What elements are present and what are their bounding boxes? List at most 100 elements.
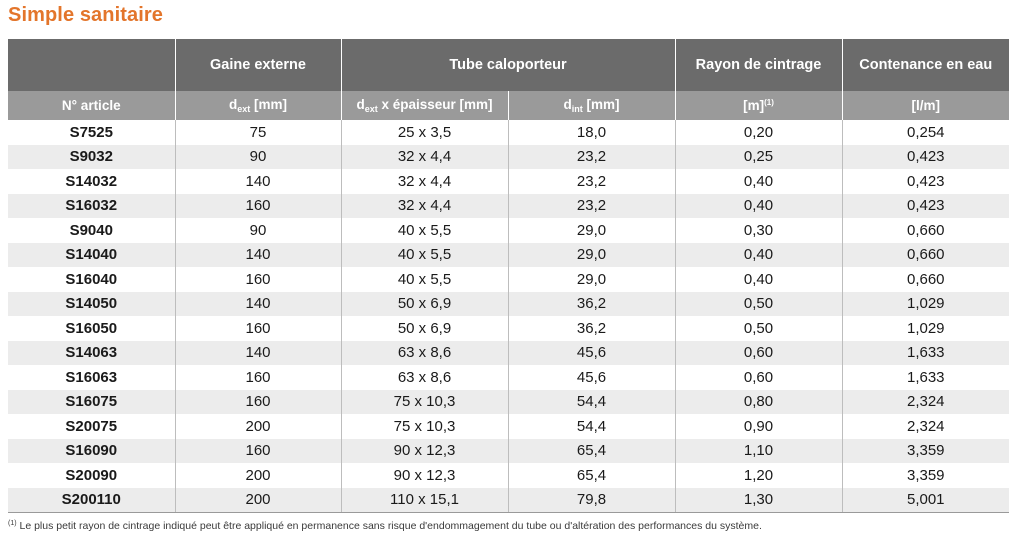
cell-tube-dimensions: 63 x 8,6 — [341, 365, 509, 390]
cell-contenance: 3,359 — [842, 463, 1010, 488]
table-row: S9040 90 40 x 5,5 29,0 0,30 0,660 — [8, 218, 1010, 243]
cell-rayon: 0,60 — [675, 340, 843, 365]
cell-tube-dint: 29,0 — [508, 218, 676, 243]
cell-rayon: 0,40 — [675, 169, 843, 194]
cell-tube-dimensions: 63 x 8,6 — [341, 340, 509, 365]
table-row: S16050 160 50 x 6,9 36,2 0,50 1,029 — [8, 316, 1010, 341]
cell-tube-dimensions: 25 x 3,5 — [341, 120, 509, 145]
footnote-text: Le plus petit rayon de cintrage indiqué … — [16, 520, 762, 532]
cell-article: S7525 — [8, 120, 176, 145]
cell-article: S16090 — [8, 438, 176, 463]
cell-tube-dint: 36,2 — [508, 291, 676, 316]
table-row: S16075 160 75 x 10,3 54,4 0,80 2,324 — [8, 389, 1010, 414]
cell-tube-dint: 54,4 — [508, 389, 676, 414]
cell-tube-dint: 65,4 — [508, 463, 676, 488]
col-gaine-dext: dext [mm] — [175, 91, 342, 120]
cell-tube-dimensions: 90 x 12,3 — [341, 463, 509, 488]
cell-gaine-dext: 160 — [175, 267, 342, 292]
header-group-row: Gaine externe Tube caloporteur Rayon de … — [8, 39, 1010, 91]
cell-article: S14032 — [8, 169, 176, 194]
cell-contenance: 0,660 — [842, 218, 1010, 243]
cell-contenance: 3,359 — [842, 438, 1010, 463]
table-row: S9032 90 32 x 4,4 23,2 0,25 0,423 — [8, 144, 1010, 169]
cell-rayon: 0,20 — [675, 120, 843, 145]
cell-gaine-dext: 200 — [175, 463, 342, 488]
header-column-row: N° article dext [mm] dext x épaisseur [m… — [8, 91, 1010, 120]
cell-tube-dint: 23,2 — [508, 144, 676, 169]
cell-article: S16075 — [8, 389, 176, 414]
header-rayon-cintrage: Rayon de cintrage — [675, 39, 843, 91]
spec-table: Gaine externe Tube caloporteur Rayon de … — [8, 39, 1010, 513]
cell-gaine-dext: 140 — [175, 242, 342, 267]
header-contenance-eau: Contenance en eau — [842, 39, 1010, 91]
cell-gaine-dext: 160 — [175, 316, 342, 341]
cell-tube-dimensions: 40 x 5,5 — [341, 267, 509, 292]
header-tube-caloporteur: Tube caloporteur — [341, 39, 676, 91]
cell-rayon: 0,40 — [675, 193, 843, 218]
cell-tube-dint: 18,0 — [508, 120, 676, 145]
col-tube-dint: dint [mm] — [508, 91, 676, 120]
cell-tube-dint: 54,4 — [508, 414, 676, 439]
cell-rayon: 0,50 — [675, 291, 843, 316]
cell-rayon: 0,50 — [675, 316, 843, 341]
header-gaine-externe: Gaine externe — [175, 39, 342, 91]
cell-tube-dint: 65,4 — [508, 438, 676, 463]
cell-gaine-dext: 160 — [175, 389, 342, 414]
cell-article: S200110 — [8, 487, 176, 513]
cell-gaine-dext: 140 — [175, 291, 342, 316]
cell-contenance: 2,324 — [842, 389, 1010, 414]
cell-tube-dint: 29,0 — [508, 267, 676, 292]
cell-tube-dint: 23,2 — [508, 169, 676, 194]
cell-rayon: 0,30 — [675, 218, 843, 243]
col-article: N° article — [8, 91, 176, 120]
cell-tube-dint: 23,2 — [508, 193, 676, 218]
page-title: Simple sanitaire — [8, 4, 163, 26]
footnote-mark: (1) — [8, 520, 17, 527]
cell-contenance: 5,001 — [842, 487, 1010, 513]
cell-tube-dimensions: 50 x 6,9 — [341, 291, 509, 316]
table-row: S16090 160 90 x 12,3 65,4 1,10 3,359 — [8, 438, 1010, 463]
cell-tube-dint: 79,8 — [508, 487, 676, 513]
cell-rayon: 1,10 — [675, 438, 843, 463]
cell-contenance: 0,423 — [842, 193, 1010, 218]
cell-contenance: 0,660 — [842, 267, 1010, 292]
cell-rayon: 0,25 — [675, 144, 843, 169]
cell-contenance: 0,254 — [842, 120, 1010, 145]
cell-contenance: 0,423 — [842, 169, 1010, 194]
table-row: S16032 160 32 x 4,4 23,2 0,40 0,423 — [8, 193, 1010, 218]
cell-article: S16050 — [8, 316, 176, 341]
cell-rayon: 0,60 — [675, 365, 843, 390]
cell-tube-dimensions: 40 x 5,5 — [341, 218, 509, 243]
cell-rayon: 1,20 — [675, 463, 843, 488]
table-row: S7525 75 25 x 3,5 18,0 0,20 0,254 — [8, 120, 1010, 145]
cell-tube-dimensions: 75 x 10,3 — [341, 389, 509, 414]
cell-article: S9032 — [8, 144, 176, 169]
cell-article: S9040 — [8, 218, 176, 243]
cell-gaine-dext: 90 — [175, 144, 342, 169]
cell-tube-dimensions: 50 x 6,9 — [341, 316, 509, 341]
cell-gaine-dext: 140 — [175, 340, 342, 365]
cell-tube-dimensions: 40 x 5,5 — [341, 242, 509, 267]
cell-article: S20090 — [8, 463, 176, 488]
cell-article: S14063 — [8, 340, 176, 365]
cell-contenance: 1,029 — [842, 291, 1010, 316]
table-row: S16063 160 63 x 8,6 45,6 0,60 1,633 — [8, 365, 1010, 390]
cell-rayon: 0,80 — [675, 389, 843, 414]
cell-tube-dimensions: 110 x 15,1 — [341, 487, 509, 513]
table-row: S14050 140 50 x 6,9 36,2 0,50 1,029 — [8, 291, 1010, 316]
cell-contenance: 1,029 — [842, 316, 1010, 341]
footnote: (1) Le plus petit rayon de cintrage indi… — [8, 520, 762, 532]
table-row: S20075 200 75 x 10,3 54,4 0,90 2,324 — [8, 414, 1010, 439]
cell-tube-dimensions: 32 x 4,4 — [341, 193, 509, 218]
cell-contenance: 0,423 — [842, 144, 1010, 169]
cell-contenance: 1,633 — [842, 340, 1010, 365]
cell-rayon: 0,90 — [675, 414, 843, 439]
cell-gaine-dext: 140 — [175, 169, 342, 194]
col-tube-dext-epaisseur: dext x épaisseur [mm] — [341, 91, 509, 120]
col-rayon-unit: [m](1) — [675, 91, 843, 120]
cell-gaine-dext: 75 — [175, 120, 342, 145]
cell-rayon: 0,40 — [675, 242, 843, 267]
cell-article: S16063 — [8, 365, 176, 390]
cell-gaine-dext: 160 — [175, 365, 342, 390]
header-corner — [8, 39, 176, 91]
